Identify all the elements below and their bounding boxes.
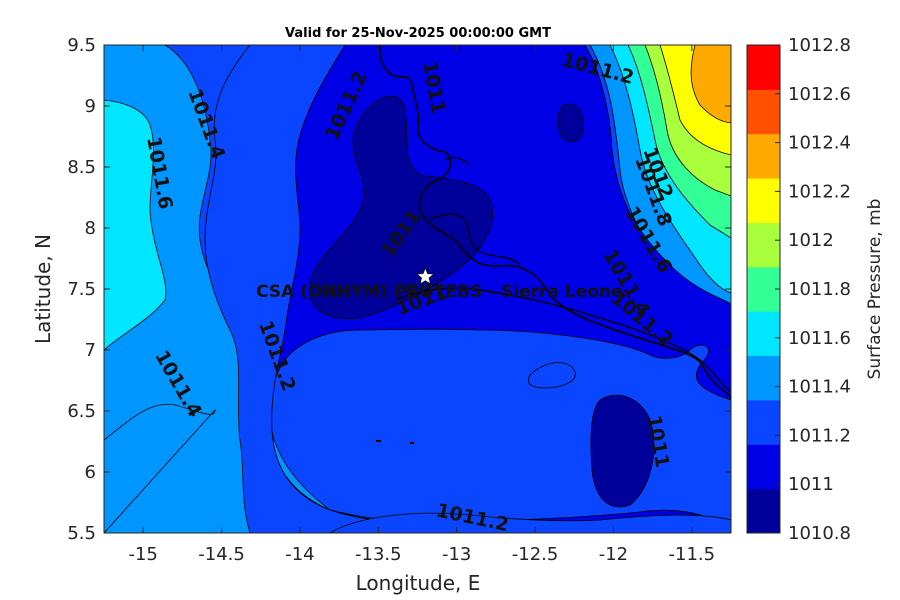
y-axis-label: Latitude, N bbox=[31, 234, 55, 344]
x-tick-label: -12.5 bbox=[512, 544, 559, 565]
contour-band-1011.6-west bbox=[104, 99, 167, 351]
x-axis: -15 -14.5 -14 -13.5 -13 -12.5 -12 -11.5 bbox=[128, 45, 715, 565]
x-tick-label: -14 bbox=[285, 544, 314, 565]
chart-title: Valid for 25-Nov-2025 00:00:00 GMT bbox=[285, 26, 551, 41]
border-line bbox=[394, 287, 731, 393]
site-star-icon bbox=[415, 266, 435, 285]
island-dot bbox=[376, 440, 381, 442]
coastline bbox=[378, 45, 731, 399]
x-tick-label: -14.5 bbox=[198, 544, 245, 565]
colorbar-label: Surface Pressure, mb bbox=[865, 199, 885, 380]
colorbar-tick-label: 1011.2 bbox=[788, 425, 851, 446]
colorbar-segment bbox=[747, 178, 780, 223]
colorbar-tick-label: 1012.4 bbox=[788, 133, 851, 154]
colorbar-segment bbox=[747, 355, 780, 401]
colorbar-segment bbox=[747, 266, 780, 312]
colorbar-tick-label: 1012 bbox=[788, 230, 834, 251]
y-tick-label: 7.5 bbox=[67, 279, 96, 300]
contour-band-1010.8-central bbox=[308, 95, 493, 320]
y-tick-label: 8.5 bbox=[67, 157, 96, 178]
y-axis: 9.5 9 8.5 8 7.5 7 6.5 6 5.5 bbox=[67, 35, 731, 544]
site-marker-group: CSA (ONHYM) PROTEBS - Sierra Leone bbox=[256, 266, 623, 302]
y-tick-label: 8 bbox=[85, 218, 96, 239]
x-tick-label: -13.5 bbox=[355, 544, 402, 565]
colorbar-tick-label: 1011.8 bbox=[788, 279, 851, 300]
colorbar-segment bbox=[747, 488, 780, 534]
contour-band-1011.2-pocket bbox=[528, 362, 576, 389]
y-tick-label: 6.5 bbox=[67, 401, 96, 422]
y-tick-label: 6 bbox=[85, 462, 96, 483]
x-tick-label: -11.5 bbox=[669, 544, 716, 565]
y-tick-label: 5.5 bbox=[67, 523, 96, 544]
colorbar-tick-label: 1012.2 bbox=[788, 181, 851, 202]
colorbar-tick-label: 1011.6 bbox=[788, 328, 851, 349]
colorbar-segment bbox=[747, 311, 780, 357]
x-tick-label: -15 bbox=[128, 544, 157, 565]
contour-band-1012.4-east bbox=[690, 45, 731, 124]
colorbar-segment bbox=[747, 399, 780, 445]
y-tick-label: 7 bbox=[85, 340, 96, 361]
site-label: CSA (ONHYM) PROTEBS - Sierra Leone bbox=[256, 282, 622, 302]
contour-band-1010.8-south bbox=[590, 394, 655, 508]
colorbar-segment bbox=[747, 45, 780, 90]
colorbar-segment bbox=[747, 444, 780, 490]
contour-field bbox=[104, 45, 731, 533]
colorbar-tick-label: 1011 bbox=[788, 474, 834, 495]
island-dot bbox=[410, 442, 414, 444]
colorbar-tick-label: 1012.6 bbox=[788, 84, 851, 105]
colorbar-tick-label: 1010.8 bbox=[788, 523, 851, 544]
x-axis-label: Longitude, E bbox=[356, 571, 481, 595]
colorbar: 1010.8 1011 1011.2 1011.4 1011.6 1011.8 1012 10… bbox=[746, 35, 851, 544]
contour-band-1011.2-south bbox=[329, 512, 731, 533]
y-tick-label: 9 bbox=[85, 96, 96, 117]
colorbar-segment bbox=[747, 89, 780, 135]
colorbar-segment bbox=[747, 133, 780, 179]
colorbar-tick-label: 1011.4 bbox=[788, 377, 851, 398]
river-branch bbox=[444, 156, 471, 166]
contour-band-1010.8-east bbox=[557, 103, 584, 143]
colorbar-tick-label: 1012.8 bbox=[788, 35, 851, 56]
river-branch bbox=[429, 213, 521, 266]
x-tick-label: -13 bbox=[442, 544, 471, 565]
contour-band-1011.6-southwest bbox=[104, 403, 216, 533]
x-tick-label: -12 bbox=[599, 544, 628, 565]
colorbar-segment bbox=[747, 222, 780, 268]
y-tick-label: 9.5 bbox=[67, 35, 96, 56]
